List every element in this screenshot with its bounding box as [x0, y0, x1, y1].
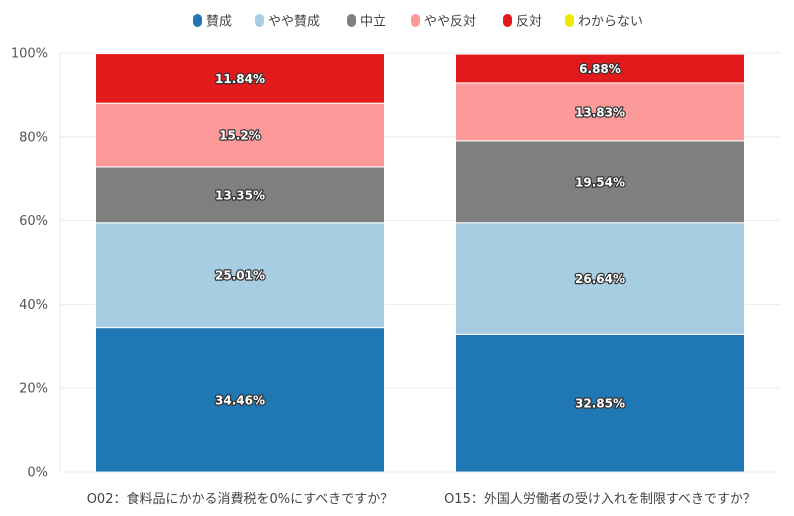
legend-label: 賛成: [206, 15, 232, 30]
bar-segment[interactable]: [95, 222, 385, 329]
bar-segment[interactable]: [455, 333, 745, 473]
data-label: 6.88%: [579, 62, 621, 76]
bar-stack: 34.46% 25.01% 13.35% 15.2% 11.84%: [95, 53, 385, 473]
legend-swatch: [255, 14, 264, 27]
bar-segment[interactable]: [455, 222, 745, 335]
legend-label: わからない: [578, 15, 643, 30]
legend-swatch: [565, 14, 574, 27]
x-category-label: O15：外国人労働者の受け入れを制限すべきですか？: [444, 492, 756, 507]
legend-label: やや反対: [424, 15, 476, 30]
data-label: 32.85%: [575, 397, 625, 411]
data-label: 15.2%: [219, 129, 261, 143]
bar-segment[interactable]: [95, 53, 385, 104]
legend-swatch: [193, 14, 202, 27]
legend-swatch: [411, 14, 420, 27]
data-label: 11.84%: [215, 72, 265, 86]
legend-label: やや賛成: [268, 15, 320, 30]
x-axis: O02：食料品にかかる消費税を0%にすべきですか？ O15：外国人労働者の受け入れ…: [60, 471, 780, 507]
bar-segment[interactable]: [95, 102, 385, 168]
bar-stack: 32.85% 26.64% 19.54% 13.83% 6.88%: [455, 53, 745, 473]
legend-item[interactable]: やや反対: [411, 14, 476, 30]
bars: 34.46% 25.01% 13.35% 15.2% 11.84% 32.85% 26.64…: [95, 53, 745, 473]
data-label: 34.46%: [215, 393, 265, 407]
data-label: 19.54%: [575, 175, 625, 189]
legend-swatch: [347, 14, 356, 27]
legend-item[interactable]: 反対: [503, 14, 542, 30]
bar-segment[interactable]: [455, 140, 745, 224]
data-label: 26.64%: [575, 272, 625, 286]
y-tick-label: 60%: [19, 214, 48, 229]
y-tick-label: 0%: [27, 466, 48, 481]
legend-item[interactable]: 中立: [347, 14, 386, 30]
y-tick-label: 40%: [19, 298, 48, 313]
x-category-label: O02：食料品にかかる消費税を0%にすべきですか？: [87, 491, 394, 507]
legend-item[interactable]: やや賛成: [255, 14, 320, 30]
legend: 賛成 やや賛成 中立 やや反対 反対 わからない: [193, 14, 643, 30]
data-label: 25.01%: [215, 269, 265, 283]
bar-segment[interactable]: [455, 53, 745, 84]
legend-label: 中立: [360, 15, 386, 30]
y-tick-label: 20%: [19, 382, 48, 397]
legend-swatch: [503, 14, 512, 27]
y-tick-label: 100%: [11, 47, 48, 62]
legend-item[interactable]: 賛成: [193, 14, 232, 30]
y-tick-label: 80%: [19, 130, 48, 145]
data-label: 13.35%: [215, 188, 265, 202]
legend-label: 反対: [516, 15, 542, 30]
bar-segment[interactable]: [455, 82, 745, 142]
legend-item[interactable]: わからない: [565, 14, 643, 30]
bar-segment[interactable]: [95, 166, 385, 224]
data-label: 13.83%: [575, 105, 625, 119]
y-axis: 0% 20% 40% 60% 80% 100%: [11, 47, 48, 481]
